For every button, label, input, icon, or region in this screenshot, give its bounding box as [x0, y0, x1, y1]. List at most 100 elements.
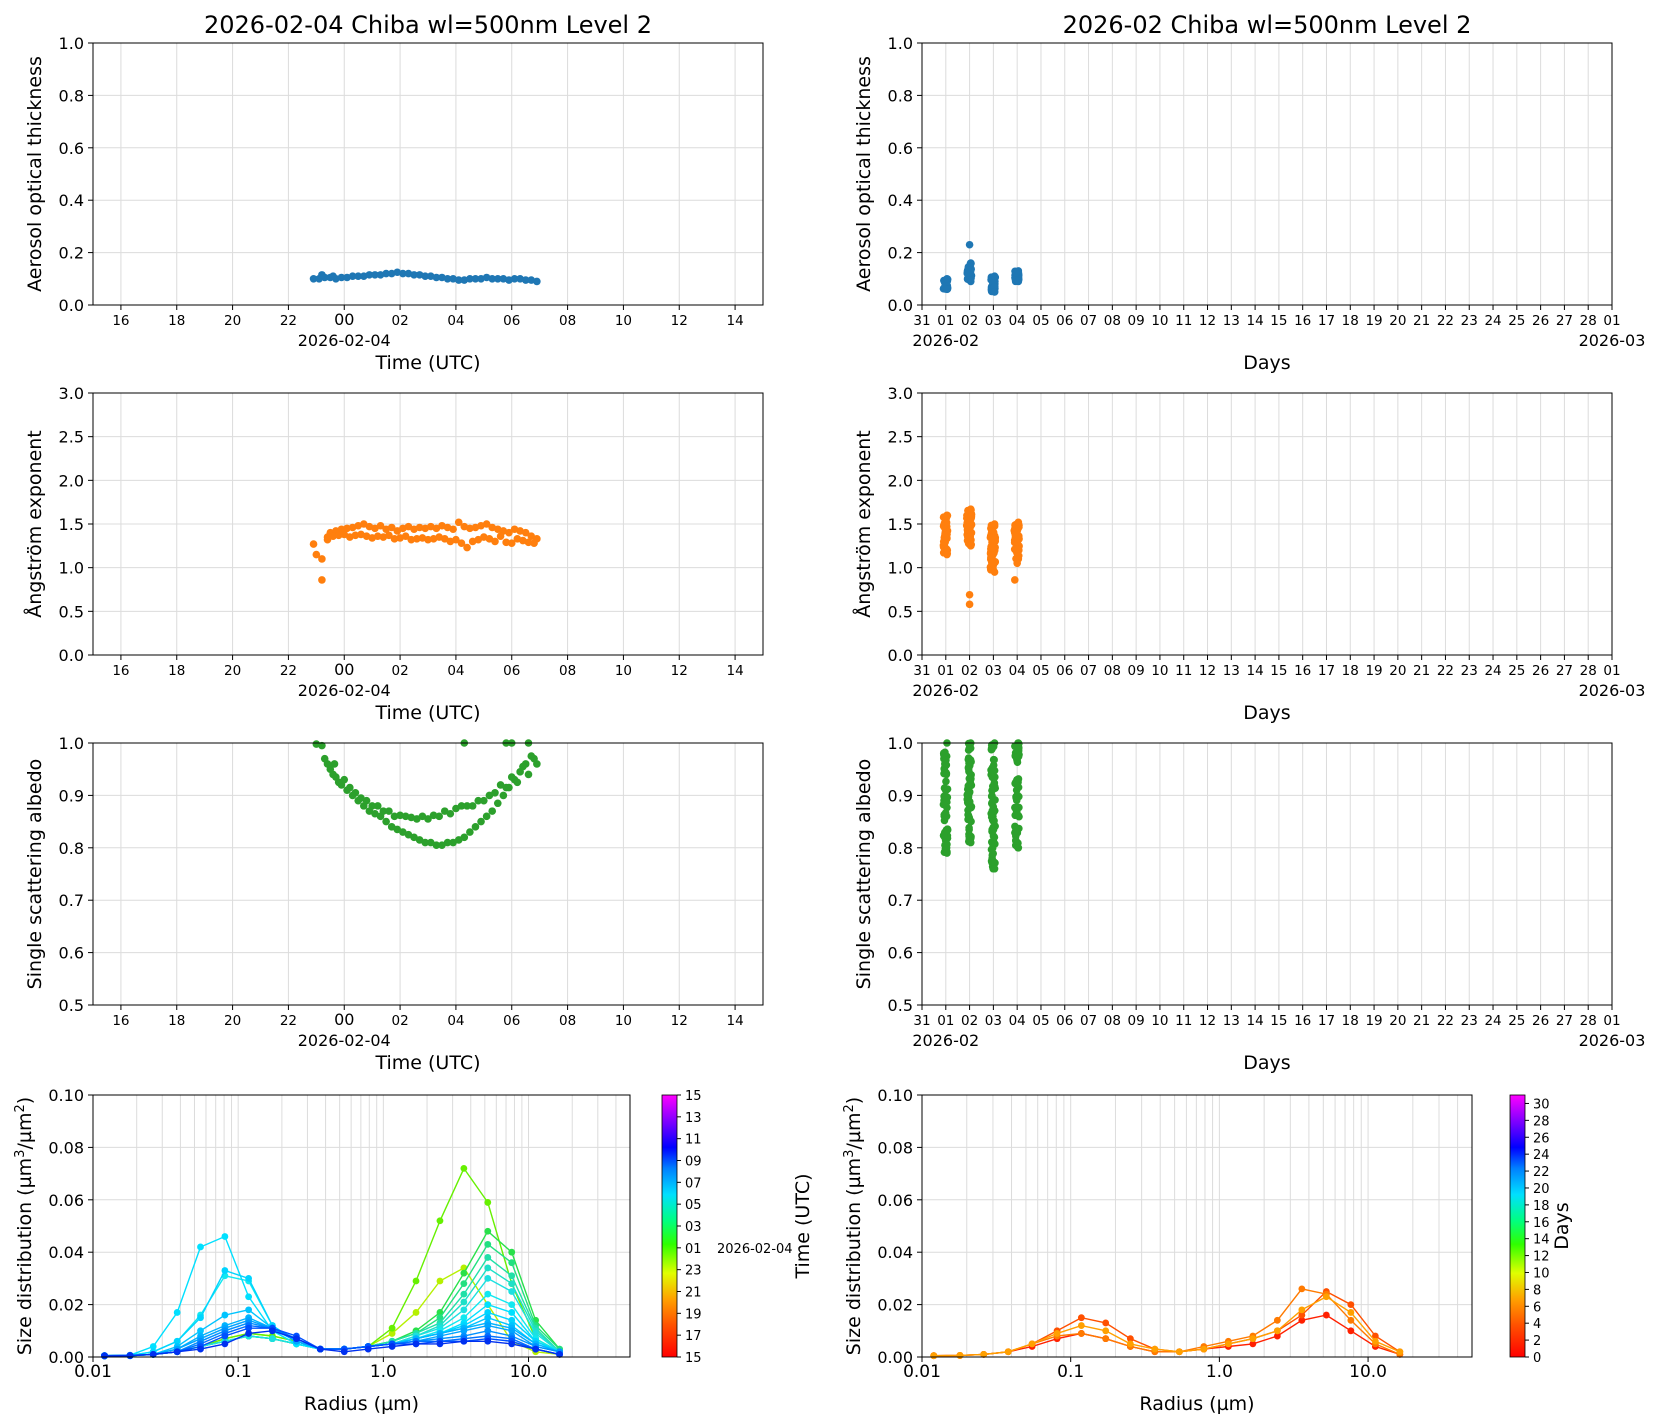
y-tick-label: 0.10: [877, 1086, 913, 1105]
panel-monthly_sd: 0.01 0.1 1.0 10.0 0.00 0.02 0.04 0.06 0.08 0.10 Ra…: [842, 1086, 1574, 1415]
x-tick-label: 1.0: [370, 1362, 397, 1382]
series-point: [1004, 1348, 1012, 1356]
y-tick-label: 0.00: [877, 1348, 913, 1367]
series-point: [508, 1309, 516, 1316]
data-point: [519, 762, 527, 771]
x-tick-label: 13: [1223, 663, 1240, 679]
data-point: [474, 796, 483, 805]
x-tick-label: 04: [1009, 313, 1026, 329]
series-point: [484, 1290, 492, 1298]
y-axis-label: Single scattering albedo: [24, 759, 46, 990]
series-point: [1102, 1319, 1110, 1327]
series-line: [104, 1269, 560, 1357]
x-tick-label: 06: [1056, 663, 1073, 679]
data-point: [491, 537, 499, 546]
plot-frame: [92, 742, 764, 1006]
series-point: [1298, 1311, 1306, 1319]
plot-frame: [921, 392, 1613, 656]
data-point: [463, 802, 471, 810]
data-point: [329, 272, 337, 280]
data-point: [382, 817, 390, 826]
data-point: [1013, 545, 1022, 554]
x-tick-label: 19: [1365, 663, 1382, 679]
data-point: [362, 796, 371, 805]
colorbar-tick-label: 15: [685, 1351, 702, 1366]
data-point: [432, 273, 441, 282]
data-point: [496, 781, 505, 789]
x-tick-label: 12: [671, 663, 688, 679]
x-tick-label: 10: [1151, 1013, 1168, 1029]
data-point: [471, 823, 480, 831]
series-point: [245, 1275, 253, 1282]
x-tick-label: 11: [1175, 313, 1192, 329]
y-label-superscript: 2: [13, 1104, 28, 1112]
data-point: [424, 535, 432, 544]
x-tick-label: 28: [1580, 663, 1597, 679]
x-tick-label: 13: [1223, 1013, 1240, 1029]
data-point: [449, 525, 457, 534]
series-point: [1273, 1327, 1281, 1335]
series-point: [1371, 1332, 1379, 1340]
data-point: [943, 511, 951, 520]
x-tick-label: 16: [1294, 663, 1311, 679]
x-tick-label: 18: [1342, 663, 1359, 679]
x-date-label: 2026-02-04: [298, 1031, 391, 1050]
y-tick-label: 1.0: [59, 34, 84, 53]
data-point: [348, 272, 357, 280]
data-point: [942, 518, 951, 527]
series-point: [197, 1243, 204, 1251]
x-tick-label: 10: [1151, 313, 1168, 329]
x-tick-label: 31: [913, 1013, 930, 1029]
colorbar-tick-label: 30: [1533, 1097, 1550, 1112]
series-line: [104, 1230, 561, 1357]
data-point: [967, 512, 976, 521]
x-tick-label: 22: [280, 663, 297, 679]
series-point: [460, 1306, 468, 1314]
data-point: [385, 531, 393, 540]
data-point: [989, 849, 997, 858]
y-tick-label: 1.0: [59, 734, 84, 753]
y-tick-label: 0.5: [59, 602, 84, 621]
x-tick-label: 18: [168, 313, 185, 329]
x-month-start-label: 2026-02: [912, 331, 979, 350]
x-tick-label: 01: [1603, 313, 1620, 329]
colorbar-tick-label: 16: [1533, 1216, 1550, 1231]
x-tick-label: 1.0: [1206, 1362, 1233, 1382]
series-point: [930, 1352, 938, 1360]
y-tick-label: 0.2: [59, 244, 84, 263]
x-tick-label: 08: [1104, 663, 1121, 679]
x-tick-label: 12: [1199, 1013, 1216, 1029]
gridlines: [93, 392, 763, 656]
y-tick-label: 0.04: [877, 1243, 913, 1262]
series-point: [245, 1306, 253, 1314]
data-point: [318, 741, 326, 750]
data-point: [943, 275, 951, 283]
series-point: [436, 1217, 444, 1225]
colorbar-tick-label: 26: [1533, 1131, 1550, 1146]
colorbar-tick-label: 17: [685, 1329, 702, 1344]
series-point: [436, 1277, 444, 1285]
series-point: [1371, 1337, 1379, 1345]
y-axis-label: Ångström exponent: [852, 430, 875, 618]
x-tick-label: 17: [1318, 1013, 1335, 1029]
data-point: [966, 505, 975, 513]
series-point: [436, 1340, 444, 1348]
data-point: [471, 275, 480, 283]
data-point: [343, 524, 351, 533]
data-point: [966, 542, 975, 550]
series-point: [1126, 1335, 1134, 1343]
x-tick-label: 10.0: [1349, 1362, 1387, 1382]
gridlines: [921, 742, 1613, 1006]
series-point: [221, 1332, 229, 1340]
series-line: [104, 1324, 560, 1357]
x-tick-label: 27: [1556, 663, 1573, 679]
series-point: [221, 1267, 229, 1274]
y-tick-label: 0.04: [48, 1243, 84, 1262]
series-point: [508, 1340, 516, 1348]
panel-daily_ae: 16 18 20 22 00 02 04 06 08 10 12 14 0.0 0.5 1.0 1.5 2.0 2…: [23, 384, 764, 724]
data-point: [990, 756, 998, 764]
x-tick-label: 08: [559, 1013, 576, 1029]
series-point: [980, 1350, 988, 1358]
series-line: [104, 1166, 560, 1357]
colorbar-tick-label: 03: [685, 1220, 702, 1235]
